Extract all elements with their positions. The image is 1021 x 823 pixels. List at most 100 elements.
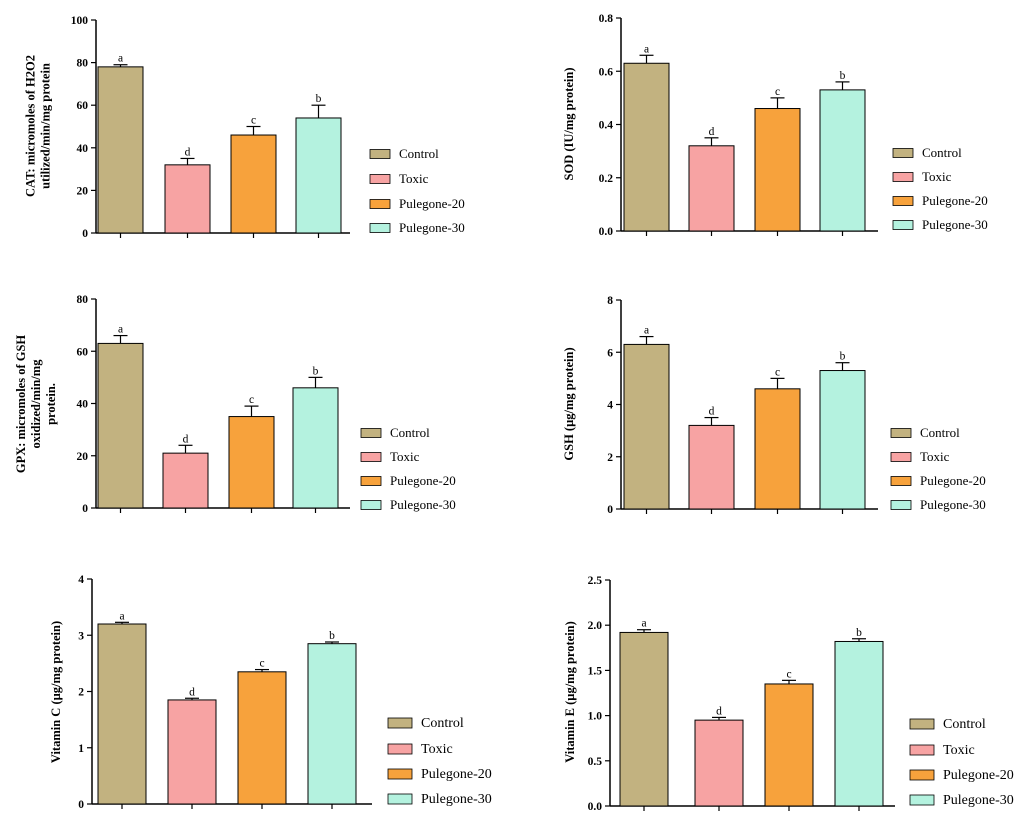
bar-control [623, 62, 670, 232]
legend-label: Control [943, 717, 986, 732]
legend-swatch [360, 428, 382, 438]
legend-label: Toxic [943, 743, 975, 758]
bar-toxic [164, 164, 211, 234]
significance-letter: c [251, 115, 256, 127]
chart-panel-1: CAT: micromoles of H2O2utilized/min/mg p… [24, 15, 465, 240]
legend-label: Pulegone-20 [399, 196, 465, 211]
y-axis-label-line: SOD (IU/mg protein) [562, 68, 576, 181]
legend-label: Toxic [399, 171, 429, 186]
y-axis-label: SOD (IU/mg protein) [562, 68, 576, 181]
legend-swatch [909, 769, 935, 781]
legend-label: Control [399, 146, 439, 161]
y-tick-label: 0 [82, 228, 88, 240]
significance-letter: d [185, 146, 191, 158]
legend-label: Control [421, 716, 464, 731]
bar-pulegone-30 [819, 89, 866, 232]
significance-letter: c [249, 394, 254, 406]
chart-panel-2: SOD (IU/mg protein) 0.0 0.2 0.4 0.6 0.8 a d c b Co… [562, 13, 988, 238]
bar-toxic [694, 719, 744, 807]
legend-swatch [892, 172, 914, 182]
y-tick-label: 4 [607, 400, 613, 412]
bar-pulegone-30 [819, 370, 866, 510]
y-axis-label-line: GSH (µg/mg protein) [562, 347, 576, 460]
y-tick-label: 2.5 [588, 575, 603, 587]
significance-letter: b [329, 630, 335, 642]
legend-swatch [360, 452, 382, 462]
y-tick-label: 1.5 [588, 665, 603, 677]
legend-label: Toxic [922, 169, 952, 184]
legend-swatch [360, 500, 382, 510]
y-axis-label-line: GPX: micromoles of GSH [14, 335, 28, 474]
y-tick-label: 2.0 [588, 620, 603, 632]
legend-label: Pulegone-30 [943, 793, 1014, 808]
legend-swatch [890, 428, 912, 438]
significance-letter: a [118, 324, 123, 336]
y-tick-label: 1 [78, 743, 84, 755]
legend-swatch [890, 476, 912, 486]
legend-label: Toxic [920, 449, 950, 464]
legend-swatch [387, 793, 413, 805]
significance-letter: a [118, 53, 123, 65]
legend-label: Control [920, 425, 960, 440]
legend-label: Pulegone-20 [943, 768, 1014, 783]
legend-label: Pulegone-30 [421, 792, 492, 807]
bar-pulegone-30 [292, 387, 339, 509]
y-tick-label: 0 [78, 799, 84, 811]
legend-label: Pulegone-30 [390, 497, 456, 512]
significance-letter: a [644, 43, 649, 55]
y-axis-label: GPX: micromoles of GSHoxidized/min/mgpro… [14, 335, 58, 474]
significance-letter: b [840, 351, 846, 363]
significance-letter: d [709, 126, 715, 138]
bar-pulegone-20 [764, 683, 814, 807]
y-tick-label: 20 [77, 451, 89, 463]
bar-control [97, 66, 144, 234]
y-tick-label: 0.0 [599, 226, 614, 238]
bar-toxic [688, 145, 735, 232]
chart-panel-3: GPX: micromoles of GSHoxidized/min/mgpro… [14, 294, 456, 515]
significance-letter: c [775, 86, 780, 98]
legend-label: Pulegone-30 [922, 217, 988, 232]
legend-swatch [387, 743, 413, 755]
bar-control [619, 631, 669, 807]
legend-label: Toxic [421, 742, 453, 757]
y-tick-label: 3 [78, 630, 84, 642]
y-tick-label: 0.8 [599, 13, 614, 25]
legend-swatch [892, 196, 914, 206]
bar-control [97, 342, 144, 509]
significance-letter: b [856, 627, 862, 639]
y-tick-label: 0.4 [599, 120, 614, 132]
y-tick-label: 100 [71, 15, 89, 27]
bar-pulegone-20 [228, 416, 275, 509]
bar-toxic [162, 452, 209, 509]
legend-swatch [892, 220, 914, 230]
legend-swatch [387, 768, 413, 780]
significance-letter: a [119, 610, 124, 622]
chart-panel-4: GSH (µg/mg protein) 0 2 4 6 8 a d c b Control Toxic… [562, 295, 986, 516]
legend-swatch [387, 717, 413, 729]
legend-swatch [369, 174, 391, 184]
legend-label: Toxic [390, 449, 420, 464]
bar-pulegone-20 [237, 671, 287, 805]
significance-letter: d [716, 705, 722, 717]
legend-swatch [909, 744, 935, 756]
legend-label: Pulegone-20 [922, 193, 988, 208]
y-tick-label: 2 [78, 687, 84, 699]
y-axis-label-line: CAT: micromoles of H2O2 [24, 55, 38, 197]
y-tick-label: 0 [82, 503, 88, 515]
significance-letter: b [313, 365, 319, 377]
bar-toxic [167, 699, 217, 805]
y-axis-label: GSH (µg/mg protein) [562, 347, 576, 460]
significance-letter: c [775, 366, 780, 378]
legend-label: Control [390, 425, 430, 440]
legend-swatch [890, 452, 912, 462]
y-axis-label-line: oxidized/min/mg [29, 359, 43, 449]
significance-letter: b [840, 70, 846, 82]
y-axis-label-line: protein. [44, 383, 58, 425]
chart-panel-5: Vitamin C (µg/mg protein) 0 1 2 3 4 a d c b Contro… [49, 574, 492, 811]
legend-label: Pulegone-20 [920, 473, 986, 488]
legend-swatch [360, 476, 382, 486]
legend-label: Pulegone-20 [390, 473, 456, 488]
y-tick-label: 1.0 [588, 711, 603, 723]
significance-letter: a [641, 618, 646, 630]
